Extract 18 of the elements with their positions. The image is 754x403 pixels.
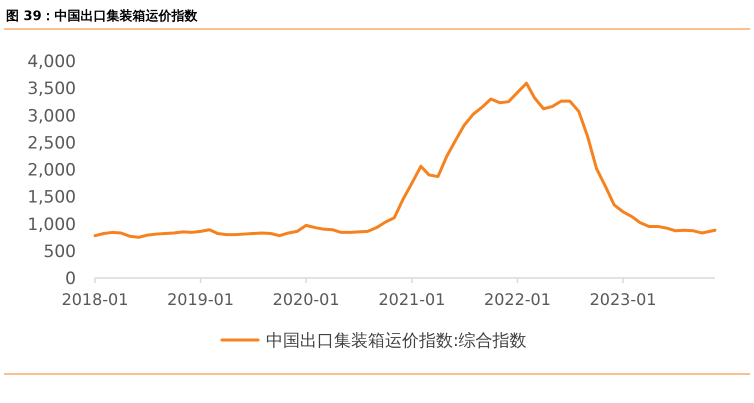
x-tick-label: 2021-01: [378, 290, 446, 309]
y-tick-label: 500: [44, 242, 76, 262]
y-tick-label: 1,000: [27, 214, 76, 235]
x-tick-label: 2022-01: [484, 290, 551, 309]
x-tick-label: 2019-01: [167, 290, 234, 309]
y-tick-label: 2,000: [27, 160, 76, 180]
x-tick-label: 2023-01: [590, 290, 656, 309]
chart-title: 图 39：中国出口集装箱运价指数: [6, 8, 199, 24]
y-tick-label: 1,500: [27, 188, 76, 208]
y-tick-label: 3,000: [27, 106, 76, 126]
y-tick-label: 3,500: [27, 79, 76, 100]
y-tick-label: 4,000: [27, 52, 76, 72]
y-tick-label: 2,500: [27, 133, 76, 154]
line-series: [94, 82, 716, 239]
y-tick-label: 0: [65, 269, 76, 289]
x-tick-label: 2020-01: [272, 290, 340, 309]
legend-label: 中国出口集装箱运价指数:综合指数: [266, 331, 527, 351]
x-tick-label: 2018-01: [62, 290, 128, 309]
